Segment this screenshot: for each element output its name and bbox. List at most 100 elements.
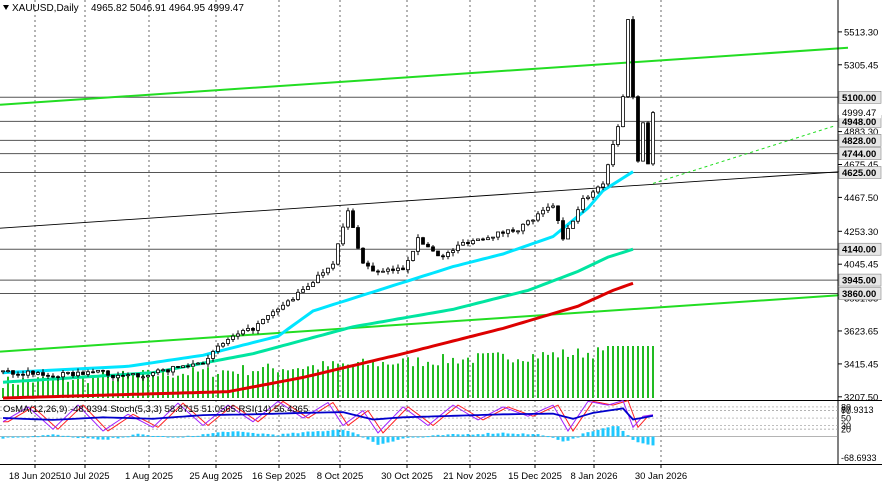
candle-body <box>101 369 105 372</box>
volume-bar <box>92 375 94 398</box>
osma-bar <box>586 432 590 437</box>
price-tick-label: 3415.45 <box>844 359 878 370</box>
candle-body <box>511 229 515 232</box>
osma-bar <box>271 434 275 437</box>
candle-body <box>541 209 545 215</box>
level-label-box <box>838 166 882 179</box>
candle-body <box>561 220 565 240</box>
volume-bar <box>402 358 404 398</box>
volume-bar <box>512 362 514 398</box>
stoch-main-line <box>2 399 654 434</box>
osma-bar <box>426 436 430 438</box>
candle-body <box>456 244 460 251</box>
candle-body <box>81 371 85 375</box>
osma-bar <box>421 436 425 438</box>
volume-bar <box>262 367 264 398</box>
osma-bar <box>351 432 355 437</box>
osma-bar <box>161 436 165 438</box>
osma-bar <box>111 436 115 438</box>
candle-body <box>516 230 520 233</box>
candle-body <box>91 371 95 374</box>
volume-bar <box>362 358 364 398</box>
osma-bar <box>196 435 200 437</box>
osc-tick-label: 50 <box>841 414 851 424</box>
channel-lower-line <box>0 293 849 353</box>
osma-bar <box>76 436 80 439</box>
candle-body <box>351 210 355 228</box>
candle-body <box>171 366 175 373</box>
osc-tick-label: 80 <box>841 402 851 412</box>
volume-bar <box>332 361 334 398</box>
osma-bar <box>156 435 160 437</box>
candle-body <box>341 226 345 245</box>
osma-bar <box>396 436 400 440</box>
candle-body <box>596 186 600 193</box>
volume-bar <box>127 373 129 398</box>
osma-bar <box>506 433 510 437</box>
candle-body <box>551 205 555 208</box>
volume-bar <box>277 372 279 398</box>
osma-bar <box>46 434 50 437</box>
price-tick-label: 5513.30 <box>844 27 878 38</box>
osma-bar <box>431 435 435 437</box>
volume-bar <box>642 346 644 398</box>
osma-bar <box>371 436 375 442</box>
volume-bar <box>22 378 24 398</box>
candle-body <box>641 122 645 162</box>
volume-bar <box>212 376 214 398</box>
candle-body <box>326 267 330 274</box>
osma-bar <box>486 432 490 437</box>
osma-bar <box>81 436 85 438</box>
osma-bar <box>561 436 565 442</box>
osma-bar <box>251 432 255 437</box>
volume-bar <box>352 364 354 398</box>
osma-bar <box>516 434 520 437</box>
volume-bar <box>552 352 554 398</box>
osma-bar <box>476 434 480 437</box>
level-label-box <box>838 147 882 160</box>
candle-body <box>356 227 360 249</box>
candle-body <box>296 291 300 300</box>
candle-body <box>481 238 485 241</box>
volume-bar <box>302 369 304 398</box>
candle-body <box>531 219 535 222</box>
volume-bar <box>607 346 609 398</box>
osma-bar <box>236 431 240 437</box>
candle-body <box>51 375 55 378</box>
candle-body <box>141 376 145 379</box>
volume-bar <box>242 365 244 398</box>
osma-bar <box>466 433 470 437</box>
candle-body <box>136 373 140 378</box>
volume-bar <box>507 359 509 398</box>
price-tick-label: 4467.50 <box>844 193 878 204</box>
candle-body <box>251 328 255 331</box>
volume-bar <box>77 375 79 398</box>
volume-bar <box>342 363 344 398</box>
candle-body <box>446 252 450 257</box>
volume-bar <box>82 375 84 398</box>
volume-bar <box>477 353 479 398</box>
candle-body <box>286 300 290 306</box>
volume-bar <box>492 352 494 398</box>
osma-bar <box>266 433 270 437</box>
volume-bar <box>32 382 34 398</box>
volume-bar <box>177 375 179 398</box>
candle-body <box>431 246 435 252</box>
osma-bar <box>286 433 290 437</box>
osma-bar <box>491 433 495 437</box>
osma-bar <box>66 435 70 437</box>
osma-bar <box>261 433 265 437</box>
volume-histogram <box>2 346 654 398</box>
osma-bar <box>61 435 65 437</box>
volume-bar <box>227 370 229 398</box>
collapse-triangle-icon[interactable] <box>3 5 9 10</box>
volume-bar <box>337 363 339 398</box>
volume-bar <box>187 375 189 398</box>
volume-bar <box>42 376 44 398</box>
osma-bar <box>356 434 360 437</box>
volume-bar <box>582 357 584 398</box>
osma-bar <box>146 435 150 437</box>
volume-bar <box>192 367 194 398</box>
